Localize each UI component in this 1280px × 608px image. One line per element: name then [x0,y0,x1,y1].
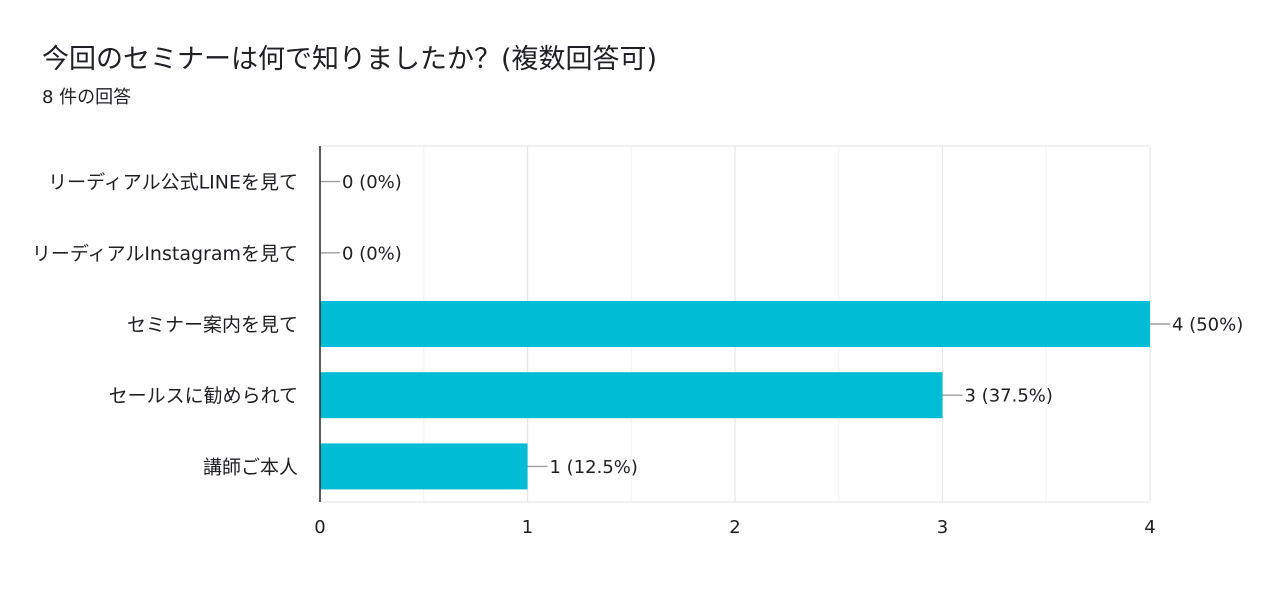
chart-title: 今回のセミナーは何で知りましたか？(複数回答可) [42,44,658,75]
x-tick-label: 1 [522,517,533,538]
category-label: リーディアルInstagramを見て [32,243,298,265]
data-label: 3 (37.5%) [965,386,1053,407]
data-label: 4 (50%) [1172,315,1243,336]
category-label: セールスに勧められて [109,385,298,407]
bar [320,372,943,419]
bar [320,443,528,490]
category-label: 講師ご本人 [203,456,298,478]
response-count: 8 件の回答 [42,87,132,108]
data-label: 0 (0%) [342,172,402,193]
category-label: セミナー案内を見て [127,314,298,336]
x-tick-label: 4 [1144,517,1155,538]
x-tick-label: 3 [937,517,948,538]
category-label: リーディアル公式LINEを見て [48,172,298,194]
bar [320,301,1150,347]
data-label: 0 (0%) [342,243,402,264]
x-tick-label: 2 [729,517,740,538]
x-tick-label: 0 [314,517,325,538]
chart-header: 今回のセミナーは何で知りましたか？(複数回答可) 8 件の回答 [42,40,657,112]
data-label: 1 (12.5%) [550,457,638,478]
